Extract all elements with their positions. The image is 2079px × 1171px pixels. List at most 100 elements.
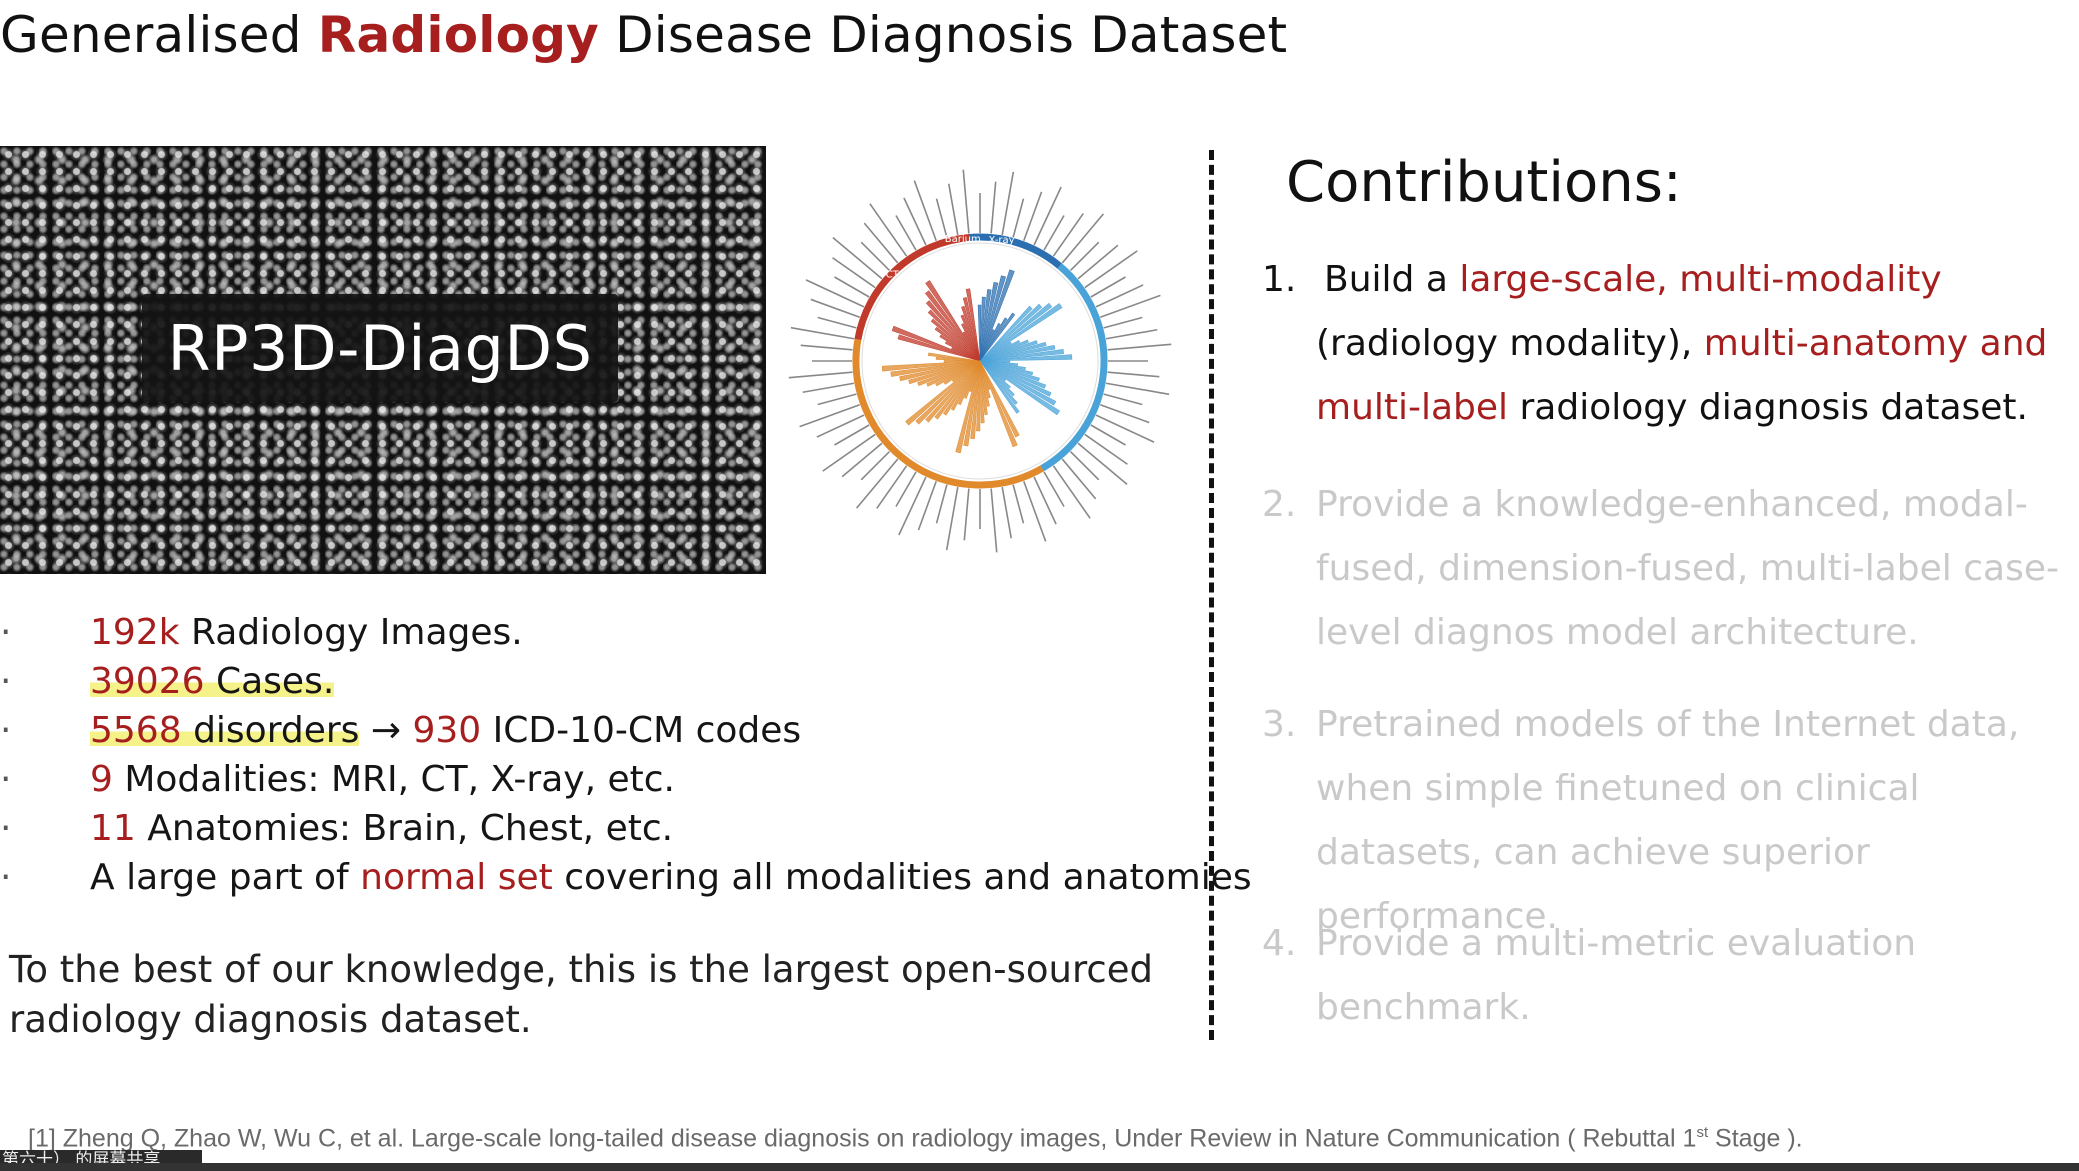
radial-label-tick	[1023, 191, 1043, 241]
contribution-item-3: 3. Pretrained models of the Internet dat…	[1262, 704, 2020, 937]
radial-bar-ultrasound	[979, 341, 1012, 362]
radial-modality-label: Barium	[945, 234, 981, 245]
radial-label-tick	[962, 169, 970, 234]
radial-bar-ct	[944, 341, 981, 362]
radial-bar-mri	[979, 360, 990, 407]
bottom-bar	[0, 1163, 2079, 1171]
bullet-icon: ·	[0, 661, 12, 702]
radial-bar-ct	[925, 300, 981, 362]
radial-label-tick	[895, 471, 917, 507]
dataset-stats-list: · 192k Radiology Images. · 39026 Cases. · 5…	[0, 608, 1252, 902]
radiology-image-mosaic: RP3D-DiagDS	[0, 146, 766, 574]
radial-bar-ultrasound	[979, 340, 1038, 362]
radial-bar-xray	[979, 275, 1007, 362]
radial-label-tick	[817, 316, 857, 329]
radial-bar-mri	[934, 360, 981, 420]
radial-bar-ct	[965, 288, 981, 362]
radial-bar-mri	[881, 360, 981, 372]
radial-label-tick	[1043, 471, 1065, 507]
radial-label-tick	[863, 222, 899, 264]
radial-label-tick	[945, 486, 959, 551]
radial-bar-mri	[979, 360, 988, 416]
radial-label-tick	[860, 241, 891, 272]
radial-label-tick	[898, 476, 927, 536]
bullet-icon: ·	[0, 612, 12, 653]
radial-bar-ultrasound	[979, 303, 1043, 362]
radial-bar-mri	[979, 360, 991, 391]
radial-bar-ultrasound	[979, 303, 1063, 362]
bullet-icon: ·	[0, 759, 12, 800]
radial-label-tick	[817, 393, 857, 406]
radial-bar-mri	[899, 360, 981, 382]
radial-bar-mri	[926, 360, 981, 387]
contributions-heading: Contributions:	[1286, 150, 1682, 215]
radial-label-tick	[1061, 458, 1097, 500]
radial-label-tick	[1033, 186, 1062, 246]
radial-bar-ct	[961, 305, 981, 362]
stat-cases: · 39026 Cases.	[0, 657, 1200, 706]
radial-bar-ultrasound	[979, 349, 1064, 362]
radial-label-tick	[799, 404, 860, 428]
radial-bar-ultrasound	[979, 360, 1040, 382]
radial-label-tick	[1069, 450, 1100, 481]
contribution-item-2: 2. Provide a knowledge-enhanced, modal-f…	[1262, 484, 2059, 653]
radial-label-tick	[1095, 284, 1144, 308]
radial-label-tick	[963, 488, 970, 541]
title-accent: Radiology	[317, 6, 599, 64]
radial-arc-xray	[968, 233, 1062, 269]
radial-label-tick	[935, 484, 948, 524]
radial-bar-mri	[890, 360, 981, 377]
radial-bar-ultrasound	[979, 360, 1015, 397]
radial-label-tick	[1052, 465, 1091, 519]
radial-label-tick	[1100, 294, 1161, 318]
radial-bar-ct	[962, 331, 981, 362]
radial-bar-mri	[976, 360, 981, 432]
radial-bar-mri	[908, 360, 981, 385]
dataset-label-box: RP3D-DiagDS	[142, 294, 618, 402]
radial-label-tick	[1023, 481, 1047, 542]
radial-label-tick	[855, 458, 899, 509]
radial-label-tick	[1012, 484, 1025, 524]
radial-bar-mri	[950, 360, 981, 411]
radial-label-tick	[1077, 442, 1128, 486]
radial-label-tick	[1107, 343, 1172, 351]
radial-label-tick	[800, 344, 853, 351]
radial-label-tick	[1103, 316, 1143, 329]
radial-bar-mri	[935, 360, 981, 387]
radial-label-tick	[1069, 241, 1100, 272]
radial-bar-ct	[930, 318, 981, 362]
radial-label-tick	[895, 215, 917, 251]
radial-bar-xray	[979, 281, 999, 362]
radial-label-tick	[1105, 382, 1170, 396]
radial-label-tick	[1052, 213, 1084, 257]
radial-label-tick	[860, 450, 891, 481]
radial-label-tick	[903, 197, 927, 246]
radial-bar-mri	[964, 360, 981, 399]
radial-label-tick	[1061, 213, 1105, 264]
radial-bar-ultrasound	[979, 360, 1020, 414]
radial-distribution-chart: CT Barium X-ray	[788, 169, 1172, 553]
bullet-icon: ·	[0, 808, 12, 849]
radial-bar-ultrasound	[979, 354, 1073, 362]
radial-label-tick	[1090, 276, 1126, 298]
stat-normal-set: · A large part of normal set covering all…	[0, 853, 1252, 902]
radial-label-tick	[913, 180, 937, 241]
bullet-icon: ·	[0, 857, 12, 898]
radial-label-tick	[822, 433, 876, 472]
radial-bar-ultrasound	[979, 360, 1011, 389]
radial-bar-mri	[928, 352, 981, 362]
radial-label-tick	[834, 424, 870, 446]
dataset-name: RP3D-DiagDS	[167, 311, 593, 385]
radial-label-tick	[1012, 198, 1025, 238]
radial-label-tick	[805, 279, 865, 308]
radial-label-tick	[990, 181, 997, 234]
radial-label-tick	[1077, 244, 1119, 280]
radial-arc-ct	[854, 233, 970, 341]
radial-bar-mri	[963, 360, 981, 447]
radial-bar-mri	[955, 360, 981, 454]
radial-bar-mri	[979, 360, 1020, 438]
radial-label-tick	[1105, 328, 1158, 340]
radial-label-tick	[1084, 250, 1138, 289]
radial-bar-ultrasound	[979, 360, 1047, 389]
radial-label-tick	[1043, 215, 1065, 251]
